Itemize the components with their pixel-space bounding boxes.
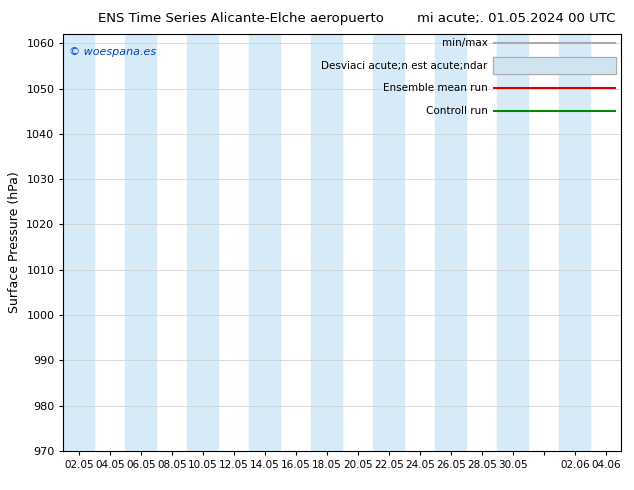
Bar	[188, 34, 218, 451]
Text: Ensemble mean run: Ensemble mean run	[383, 83, 488, 94]
Bar	[493, 57, 616, 74]
Y-axis label: Surface Pressure (hPa): Surface Pressure (hPa)	[8, 172, 21, 314]
Text: min/max: min/max	[441, 38, 488, 48]
Text: © woespana.es: © woespana.es	[69, 47, 156, 57]
Bar	[126, 34, 157, 451]
Bar	[311, 34, 342, 451]
Text: Controll run: Controll run	[425, 106, 488, 116]
Bar	[63, 34, 94, 451]
Text: Desviaci acute;n est acute;ndar: Desviaci acute;n est acute;ndar	[321, 61, 488, 71]
Bar	[493, 57, 616, 74]
Bar	[373, 34, 404, 451]
Text: mi acute;. 01.05.2024 00 UTC: mi acute;. 01.05.2024 00 UTC	[417, 12, 615, 25]
Bar	[249, 34, 280, 451]
Bar	[497, 34, 528, 451]
Bar	[559, 34, 590, 451]
Bar	[436, 34, 467, 451]
Text: ENS Time Series Alicante-Elche aeropuerto: ENS Time Series Alicante-Elche aeropuert…	[98, 12, 384, 25]
